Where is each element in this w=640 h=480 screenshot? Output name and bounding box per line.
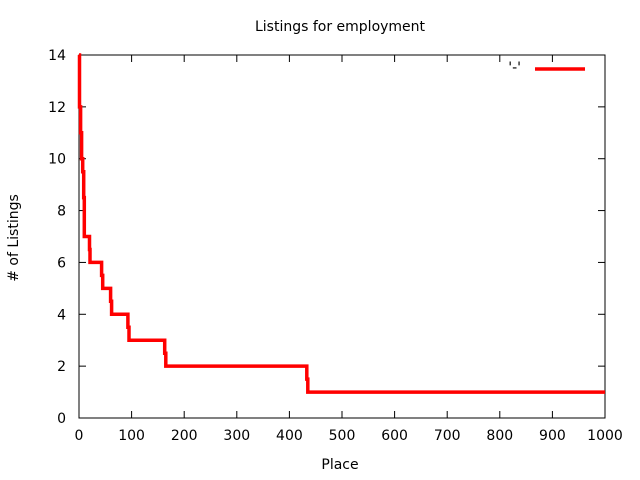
y-axis-label: # of Listings (6, 194, 22, 282)
x-tick-label: 100 (118, 428, 145, 444)
x-tick-label: 1000 (587, 428, 623, 444)
x-tick-label: 400 (276, 428, 303, 444)
chart-title: Listings for employment (255, 19, 426, 35)
x-tick-label: 0 (75, 428, 84, 444)
x-tick-label: 800 (486, 428, 513, 444)
x-tick-label: 300 (223, 428, 250, 444)
plot-frame (78, 54, 606, 419)
x-axis-label: Place (321, 457, 358, 473)
y-tick-label: 12 (48, 100, 66, 116)
x-tick-label: 600 (381, 428, 408, 444)
legend: '-' (508, 60, 585, 76)
y-tick-label: 0 (57, 411, 66, 427)
y-tick-label: 2 (57, 359, 66, 375)
x-tick-label: 500 (329, 428, 356, 444)
y-tick-label: 6 (57, 255, 66, 271)
x-tick-label: 200 (171, 428, 198, 444)
x-tick-label: 700 (434, 428, 461, 444)
y-tick-label: 10 (48, 152, 66, 168)
legend-label: '-' (508, 60, 521, 76)
axis-ticks: 0 100 200 300 400 500 600 700 800 900 1000 0 2 4 6 8 10 1… (48, 48, 623, 444)
y-tick-label: 4 (57, 307, 66, 323)
series-line-0 (77, 53, 605, 394)
y-tick-label: 14 (48, 48, 66, 64)
x-tick-label: 900 (539, 428, 566, 444)
y-tick-label: 8 (57, 204, 66, 220)
series-layer (77, 53, 605, 394)
